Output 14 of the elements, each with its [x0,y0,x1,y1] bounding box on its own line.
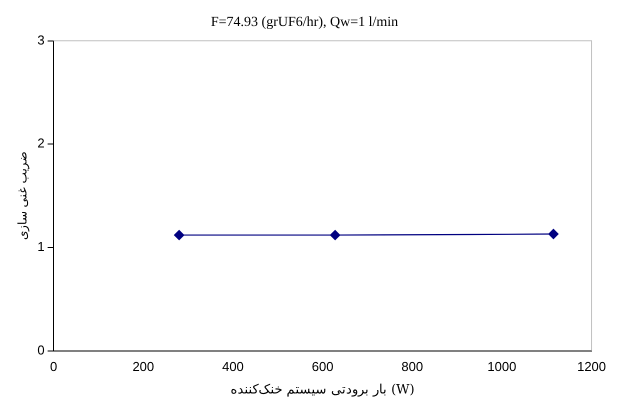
x-tick-label: 600 [312,359,334,374]
y-tick-label: 0 [37,342,45,358]
x-tick-label: 0 [50,359,58,374]
x-tick-label: 200 [132,359,154,374]
chart-title: F=74.93 (grUF6/hr), Qw=1 l/min [210,15,398,30]
x-tick-label: 1000 [487,359,516,374]
y-tick-label: 3 [37,32,45,48]
y-tick-label: 2 [37,136,45,151]
x-axis-title: بار برودتی سیستم خنک‌کننده (W) [230,382,415,398]
y-tick-label: 1 [37,239,45,254]
x-tick-label: 800 [401,359,424,374]
x-tick-label: 400 [222,359,244,374]
x-tick-label: 1200 [577,359,606,374]
y-axis-title: ضریب غنی سازی [15,151,30,240]
